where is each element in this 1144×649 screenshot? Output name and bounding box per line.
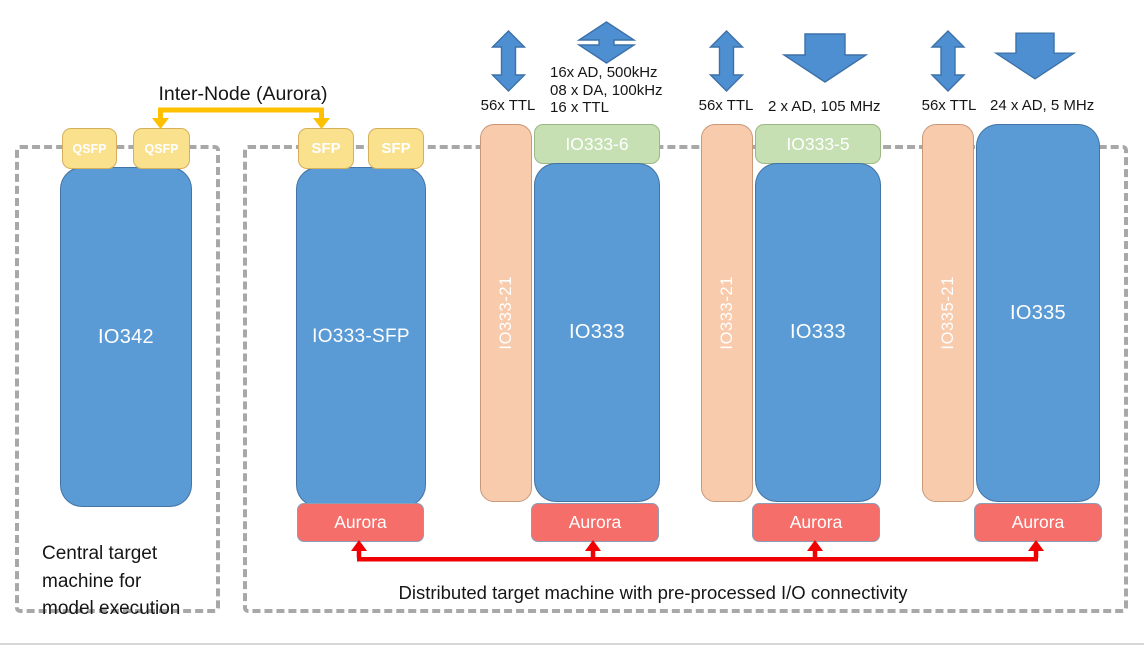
qsfp-port-label: QSFP [144,141,179,156]
aurora-interface: Aurora [752,503,880,542]
io335-board-label: IO335 [1010,301,1066,324]
io335-board: IO335 [976,124,1100,502]
io333-board-label: IO333 [790,321,846,343]
io333-21-column: IO333-21 [701,124,753,502]
io-ttl-label: 56x TTL [921,97,977,114]
io-ttl-label: 56x TTL [480,97,536,114]
bidirectional-io-arrow-icon [930,30,966,92]
aurora-label: Aurora [1011,512,1065,532]
aurora-interface: Aurora [531,503,659,542]
io342-board-label: IO342 [98,325,154,348]
io-ttl-label: 56x TTL [698,97,754,114]
io333-21-column: IO333-21 [480,124,532,502]
io342-board: IO342 [60,167,192,507]
sfp-port-label: SFP [381,140,411,157]
io-detail-label: 24 x AD, 5 MHz [990,97,1095,114]
inter-node-connector-icon [152,107,330,129]
io333-6-module: IO333-6 [534,124,660,164]
sfp-port: SFP [298,128,354,169]
sfp-port-label: SFP [311,140,341,157]
inter-node-label: Inter-Node (Aurora) [158,83,328,105]
io333-board: IO333 [534,163,660,502]
central-machine-group-box [15,145,220,613]
input-io-arrow-icon [993,32,1077,80]
qsfp-port-label: QSFP [72,141,107,156]
central-machine-caption: Central target machine for model executi… [42,543,181,619]
input-io-arrow-icon [781,33,869,83]
aurora-interface: Aurora [974,503,1102,542]
sfp-port: SFP [368,128,424,169]
distributed-machine-group-box [243,145,1128,613]
aurora-label: Aurora [334,512,387,532]
io335-21-column: IO335-21 [922,124,974,502]
bidirectional-io-arrow-icon [490,30,527,92]
bidirectional-io-arrow-icon [708,30,745,92]
io333-21-column-label: IO333-21 [496,276,515,350]
io333-board: IO333 [755,163,881,502]
aurora-label: Aurora [568,512,622,532]
qsfp-port: QSFP [133,128,190,169]
io333-6-module-label: IO333-6 [565,133,629,154]
io333-sfp-board: IO333-SFP [296,167,426,507]
io333-21-column-label: IO333-21 [717,276,736,350]
io-detail-label: 16x AD, 500kHz 08 x DA, 100kHz 16 x TTL [550,64,663,116]
aurora-label: Aurora [789,512,843,532]
distributed-machine-caption: Distributed target machine with pre-proc… [398,582,908,603]
qsfp-port: QSFP [62,128,117,169]
io333-5-module-label: IO333-5 [786,133,850,154]
io333-5-module: IO333-5 [755,124,881,164]
slide-bottom-edge [0,643,1144,645]
aurora-link-connector-icon [351,540,1044,562]
aurora-interface: Aurora [297,503,424,542]
io333-sfp-board-label: IO333-SFP [312,326,410,347]
io335-21-column-label: IO335-21 [938,276,957,350]
io333-board-label: IO333 [569,321,625,343]
bidirectional-io-arrow-small-icon [576,21,637,64]
io-detail-label: 2 x AD, 105 MHz [768,98,881,115]
